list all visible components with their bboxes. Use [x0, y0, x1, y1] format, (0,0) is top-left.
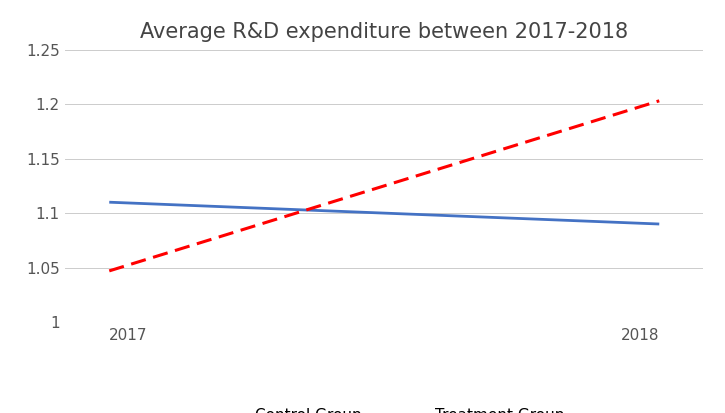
- Title: Average R&D expenditure between 2017-2018: Average R&D expenditure between 2017-201…: [140, 22, 629, 43]
- Legend: Control Group, Treatment Group: Control Group, Treatment Group: [198, 402, 571, 413]
